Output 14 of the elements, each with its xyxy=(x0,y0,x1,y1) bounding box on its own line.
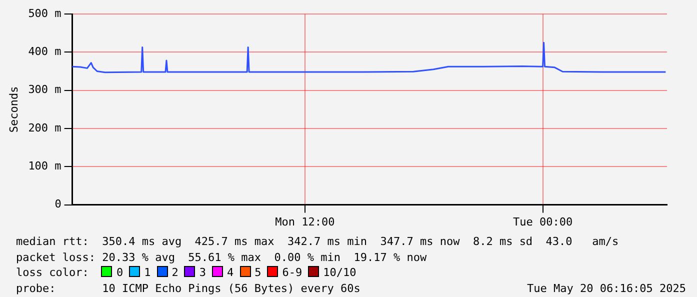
y-axis-title: Seconds xyxy=(7,86,20,133)
y-tick-label: 100 m xyxy=(28,160,62,172)
text: Tue May 20 06:16:05 2025 xyxy=(527,280,686,296)
text: loss color: 0 1 2 3 4 5 6-9 10/10 xyxy=(16,266,356,279)
text: packet loss: 20.33 % avg 55.61 % max 0.00 % min 19.17 % now xyxy=(16,250,428,265)
x-tick-label: Tue 00:00 xyxy=(512,215,573,228)
y-tick-label: 300 m xyxy=(28,83,62,96)
y-tick-label: 200 m xyxy=(28,121,62,134)
text: median rtt: 350.4 ms avg 425.7 ms max 342.7 ms min 347.7 ms now 8.2 ms sd 43.0 am/s xyxy=(16,234,620,250)
y-tick-label: 500 m xyxy=(28,6,62,20)
text: probe: 10 ICMP Echo Pings (56 Bytes) every 60s xyxy=(16,282,360,294)
x-tick-label: Mon 12:00 xyxy=(275,215,335,228)
y-tick-label: 0 xyxy=(54,198,62,211)
y-tick-label: 400 m xyxy=(28,45,62,58)
